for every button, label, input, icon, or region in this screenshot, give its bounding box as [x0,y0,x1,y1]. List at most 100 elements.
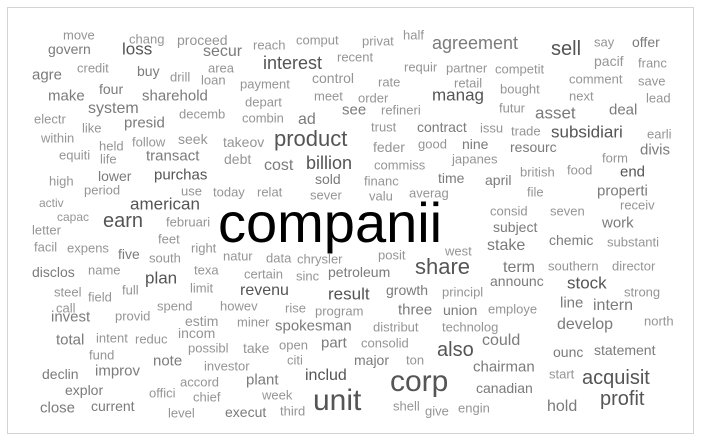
word: agre [32,66,63,84]
word: principl [442,284,484,300]
word: intern [593,297,634,314]
word: plan [145,268,178,288]
word: proceed [177,32,228,48]
word: partner [446,60,488,76]
word: also [437,339,474,361]
word: could [482,332,521,349]
word: field [88,289,112,305]
word: substanti [607,234,660,250]
word: shell [393,398,420,414]
word: asset [535,103,576,123]
word: union [443,302,478,318]
word: held [99,138,124,154]
word: disclos [32,264,75,280]
word: citi [287,352,303,368]
word: feet [158,231,180,247]
word: see [342,101,367,119]
word: howev [220,298,258,314]
word: stake [487,237,526,254]
word: activ [39,196,64,210]
word: comment [569,71,623,87]
word: consolid [361,335,409,351]
word: west [445,243,472,259]
word: good [418,136,447,152]
word: ad [298,111,316,128]
word: estim [185,313,219,329]
word: steel [54,284,82,300]
word: earli [647,126,672,142]
word: unit [313,384,362,417]
word: capac [57,210,90,224]
word: reduc [135,331,168,347]
word: work [602,214,634,232]
word: american [130,194,200,214]
word: privat [362,33,394,49]
word: like [82,120,102,136]
word: end [620,163,646,181]
word: equiti [59,147,91,163]
word: today [213,184,245,200]
word: transact [146,147,200,165]
word: lower [98,168,132,184]
word: loss [122,39,153,59]
word: profit [600,388,645,410]
word: southern [548,258,599,274]
word: limit [190,280,214,296]
word: incom [178,325,216,341]
word: revenu [240,282,289,299]
word: chrysler [297,251,343,267]
word: chairman [473,358,535,376]
word: bought [500,81,540,97]
word-cloud: move chang proceed reach comput privat h… [7,7,694,434]
word: north [644,313,674,329]
word: declin [42,366,79,382]
word: texa [194,262,219,278]
word: petroleum [328,264,391,280]
word: distribut [373,319,419,335]
word: improv [95,362,141,380]
word: miner [237,314,270,330]
word: feder [373,139,405,155]
word: commiss [374,157,426,173]
word: includ [305,367,347,384]
word: within [41,130,75,146]
word: credit [77,60,109,76]
word: nine [462,136,489,152]
word: electr [34,111,66,127]
word: system [88,100,139,117]
word: four [99,81,124,97]
word: april [485,172,512,188]
word: give [425,403,449,419]
word: drill [170,69,191,85]
word: ton [406,352,425,368]
word: chief [193,389,221,405]
word: interest [263,53,323,73]
word: requir [404,59,438,75]
word: natur [223,248,253,264]
word: investor [204,358,250,374]
word: take [243,340,270,356]
word: lead [646,90,671,106]
word: valu [369,188,393,204]
word: decemb [179,106,226,122]
word: data [266,250,292,266]
word: expens [67,240,109,256]
word: statement [594,342,656,358]
word: next [569,88,594,104]
word: fund [89,347,115,363]
word: certain [244,266,284,282]
word: posit [378,247,406,263]
word: chemic [549,232,594,248]
word: stock [567,273,607,293]
word: intent [96,330,128,346]
word: japanes [452,151,498,167]
word: sell [551,38,582,60]
word: buy [137,63,160,79]
word: relat [257,184,283,200]
word: consid [490,203,528,219]
word: refineri [381,102,421,118]
word: deal [609,101,638,119]
word: debt [224,151,252,167]
word: current [91,398,135,414]
word: employe [488,301,538,317]
